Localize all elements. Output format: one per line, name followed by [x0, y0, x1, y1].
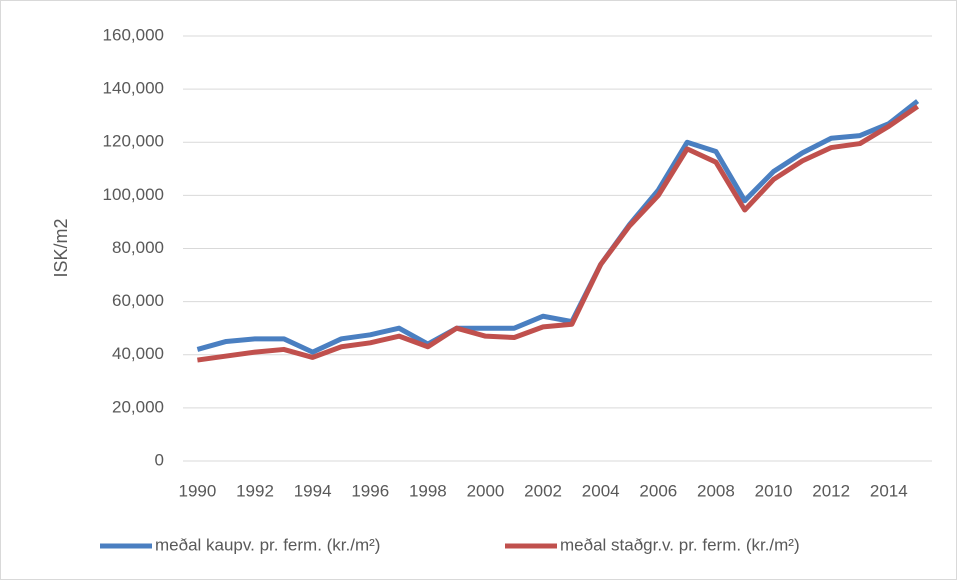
x-tick-label: 2000	[467, 481, 505, 500]
x-tick-label: 1990	[178, 481, 216, 500]
series-line	[196, 99, 920, 355]
y-tick-label: 100,000	[103, 185, 164, 204]
x-tick-label: 2010	[755, 481, 793, 500]
x-tick-label: 1994	[294, 481, 332, 500]
y-tick-label: 40,000	[112, 344, 164, 363]
legend-label: meðal kaupv. pr. ferm. (kr./m²)	[155, 535, 380, 554]
y-tick-label: 60,000	[112, 291, 164, 310]
y-tick-label: 140,000	[103, 79, 164, 98]
x-tick-label: 2006	[639, 481, 677, 500]
x-tick-label: 2002	[524, 481, 562, 500]
x-tick-label: 2012	[812, 481, 850, 500]
x-tick-label: 1996	[351, 481, 389, 500]
y-tick-label: 120,000	[103, 132, 164, 151]
x-tick-label: 2014	[870, 481, 908, 500]
x-tick-label: 2004	[582, 481, 620, 500]
y-tick-label: 20,000	[112, 397, 164, 416]
x-tick-label: 2008	[697, 481, 735, 500]
y-tick-label: 160,000	[103, 25, 164, 44]
x-tick-label: 1992	[236, 481, 274, 500]
series-line	[197, 104, 920, 363]
legend-label: meðal staðgr.v. pr. ferm. (kr./m²)	[560, 535, 800, 554]
y-tick-label: 0	[155, 450, 164, 469]
x-tick-label: 1998	[409, 481, 447, 500]
y-axis-label: ISK/m2	[51, 218, 71, 277]
y-tick-label: 80,000	[112, 238, 164, 257]
